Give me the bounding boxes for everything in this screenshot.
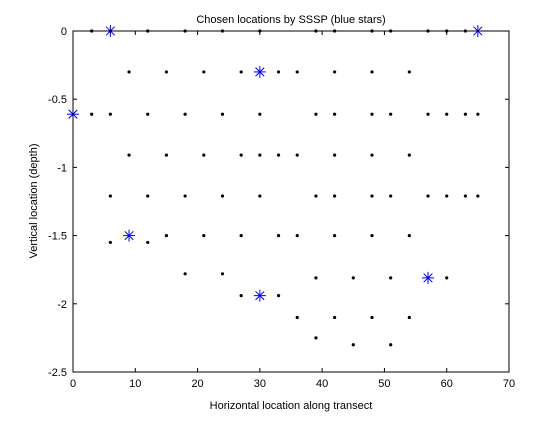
candidate-location-dot bbox=[183, 194, 187, 198]
y-tick-label: -2 bbox=[57, 299, 67, 311]
candidate-location-dot bbox=[164, 70, 169, 74]
candidate-location-dot bbox=[426, 112, 430, 116]
candidate-location-dot bbox=[258, 112, 262, 116]
chosen-location-star bbox=[123, 229, 136, 242]
candidate-location-dot bbox=[220, 194, 225, 198]
y-tick-label: -1 bbox=[57, 162, 67, 174]
candidate-location-dot bbox=[295, 234, 299, 238]
candidate-location-dot bbox=[127, 70, 131, 74]
y-tick-label: -1.5 bbox=[48, 231, 67, 243]
x-tick-label: 50 bbox=[378, 378, 390, 390]
candidate-location-dot bbox=[314, 112, 318, 116]
candidate-location-dot bbox=[370, 112, 374, 116]
candidate-location-dot bbox=[389, 276, 393, 280]
x-tick-label: 20 bbox=[191, 378, 203, 390]
candidate-location-dot bbox=[295, 315, 299, 320]
plot-area bbox=[73, 31, 509, 372]
x-axis-label: Horizontal location along transect bbox=[210, 400, 373, 412]
y-tick-label: -2.5 bbox=[48, 367, 67, 379]
candidate-location-dot bbox=[146, 240, 150, 245]
candidate-location-dot bbox=[314, 194, 318, 198]
candidate-location-dot bbox=[407, 315, 411, 320]
chosen-location-star bbox=[422, 271, 435, 284]
candidate-location-dot bbox=[276, 294, 281, 298]
x-tick-label: 70 bbox=[503, 378, 515, 390]
candidate-location-dot bbox=[351, 276, 355, 280]
candidate-location-dot bbox=[445, 112, 449, 116]
candidate-location-dot bbox=[202, 70, 206, 74]
candidate-location-dot bbox=[333, 194, 337, 198]
candidate-location-dot bbox=[202, 234, 206, 238]
x-tick-label: 10 bbox=[129, 378, 141, 390]
candidate-location-dot bbox=[127, 153, 131, 157]
candidate-location-dot bbox=[333, 112, 337, 116]
candidate-location-dot bbox=[314, 276, 318, 280]
candidate-location-dot bbox=[146, 194, 150, 198]
candidate-location-dot bbox=[407, 153, 411, 157]
chart-title: Chosen locations by SSSP (blue stars) bbox=[196, 14, 385, 26]
plot-frame bbox=[72, 30, 510, 373]
x-tick-label: 30 bbox=[254, 378, 266, 390]
candidate-location-dot bbox=[239, 294, 243, 298]
candidate-location-dot bbox=[476, 112, 480, 116]
candidate-location-dot bbox=[370, 194, 374, 198]
candidate-location-dot bbox=[314, 336, 318, 340]
candidate-location-dot bbox=[389, 194, 393, 198]
candidate-location-dot bbox=[370, 153, 374, 157]
candidate-location-dot bbox=[239, 234, 243, 238]
candidate-location-dot bbox=[370, 315, 374, 320]
candidate-location-dot bbox=[389, 343, 393, 347]
x-tick-label: 0 bbox=[70, 378, 76, 390]
candidate-location-dot bbox=[220, 112, 225, 116]
candidate-location-dot bbox=[258, 194, 262, 198]
candidate-location-dot bbox=[108, 194, 112, 198]
candidate-location-dot bbox=[407, 70, 411, 74]
candidate-location-dot bbox=[333, 153, 337, 157]
candidate-location-dot bbox=[183, 112, 187, 116]
candidate-location-dot bbox=[463, 112, 467, 116]
candidate-location-dot bbox=[108, 112, 112, 116]
x-tick-label: 40 bbox=[316, 378, 328, 390]
candidate-location-dot bbox=[276, 153, 281, 157]
candidate-location-dot bbox=[407, 234, 411, 238]
candidate-location-dot bbox=[90, 112, 94, 116]
y-tick-label: -0.5 bbox=[48, 94, 67, 106]
x-tick-label: 60 bbox=[441, 378, 453, 390]
candidate-location-dot bbox=[295, 153, 299, 157]
candidate-location-dot bbox=[351, 343, 355, 347]
data-points bbox=[67, 25, 484, 347]
candidate-location-dot bbox=[295, 70, 299, 74]
candidate-location-dot bbox=[146, 112, 150, 116]
candidate-location-dot bbox=[370, 234, 374, 238]
candidate-location-dot bbox=[239, 70, 243, 74]
candidate-location-dot bbox=[108, 240, 112, 245]
candidate-location-dot bbox=[370, 70, 374, 74]
candidate-location-dot bbox=[476, 194, 480, 198]
chosen-location-star bbox=[253, 289, 266, 302]
candidate-location-dot bbox=[333, 315, 337, 320]
candidate-location-dot bbox=[276, 234, 281, 238]
ticks: 0 10 20 30 40 50 60 70 0 -0.5 -1 -1.5 -2 -2.5 bbox=[48, 26, 515, 390]
candidate-location-dot bbox=[445, 276, 449, 280]
candidate-location-dot bbox=[333, 234, 337, 238]
candidate-location-dot bbox=[333, 70, 337, 74]
candidate-location-dot bbox=[239, 153, 243, 157]
chosen-location-star bbox=[253, 65, 266, 78]
candidate-location-dot bbox=[202, 153, 206, 157]
candidate-location-dot bbox=[426, 194, 430, 198]
y-tick-label: 0 bbox=[61, 26, 67, 38]
candidate-location-dot bbox=[389, 112, 393, 116]
candidate-location-dot bbox=[258, 153, 262, 157]
candidate-location-dot bbox=[445, 194, 449, 198]
candidate-location-dot bbox=[276, 70, 281, 74]
candidate-location-dot bbox=[463, 194, 467, 198]
candidate-location-dot bbox=[220, 272, 225, 276]
candidate-location-dot bbox=[164, 153, 169, 157]
candidate-location-dot bbox=[164, 234, 169, 238]
candidate-location-dot bbox=[183, 272, 187, 276]
y-axis-label: Vertical location (depth) bbox=[28, 144, 40, 259]
